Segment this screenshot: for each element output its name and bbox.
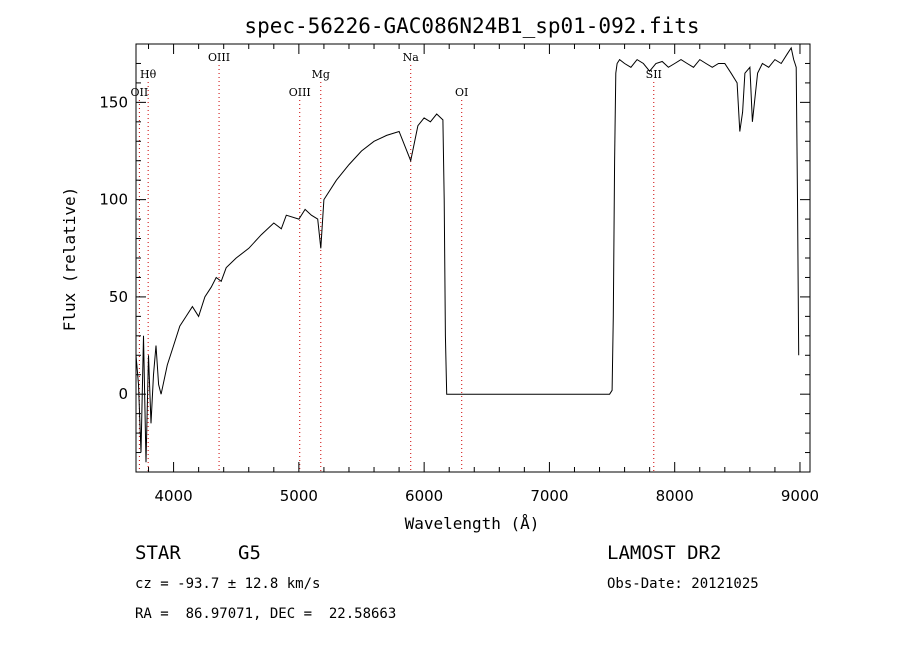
x-tick-label: 8000 <box>656 487 694 505</box>
x-tick-label: 9000 <box>781 487 819 505</box>
line-marker-label: OIII <box>208 51 230 64</box>
object-subclass: G5 <box>238 542 261 564</box>
y-tick-label: 150 <box>99 93 128 111</box>
x-tick-label: 6000 <box>405 487 443 505</box>
line-marker-label: Hθ <box>140 68 157 81</box>
plot-frame <box>135 43 811 473</box>
y-axis-label: Flux (relative) <box>60 187 79 332</box>
line-marker-label: Na <box>403 51 420 64</box>
redshift-velocity: cz = -93.7 ± 12.8 km/s <box>135 576 321 592</box>
line-marker-label: Mg <box>312 68 330 81</box>
y-axis-ticks: 0 50 100 150 <box>99 43 810 473</box>
y-tick-label: 100 <box>99 191 128 209</box>
object-class: STAR <box>135 542 181 564</box>
y-tick-label: 50 <box>109 288 128 306</box>
line-marker-label: OIII <box>289 86 311 99</box>
line-marker-label: OII <box>131 86 149 99</box>
x-tick-label: 5000 <box>280 487 318 505</box>
x-axis-ticks: 4000 5000 6000 7000 8000 9000 <box>148 44 819 505</box>
survey-name: LAMOST DR2 <box>607 542 722 564</box>
y-tick-label: 0 <box>118 385 128 403</box>
x-tick-label: 7000 <box>530 487 568 505</box>
observation-date: Obs-Date: 20121025 <box>607 576 759 592</box>
x-tick-label: 4000 <box>154 487 192 505</box>
chart-title: spec-56226-GAC086N24B1_sp01-092.fits <box>244 14 699 38</box>
coordinates: RA = 86.97071, DEC = 22.58663 <box>135 606 397 622</box>
line-marker-label: OI <box>455 86 468 99</box>
spectrum-line <box>135 46 800 463</box>
x-axis-label: Wavelength (Å) <box>405 514 540 533</box>
